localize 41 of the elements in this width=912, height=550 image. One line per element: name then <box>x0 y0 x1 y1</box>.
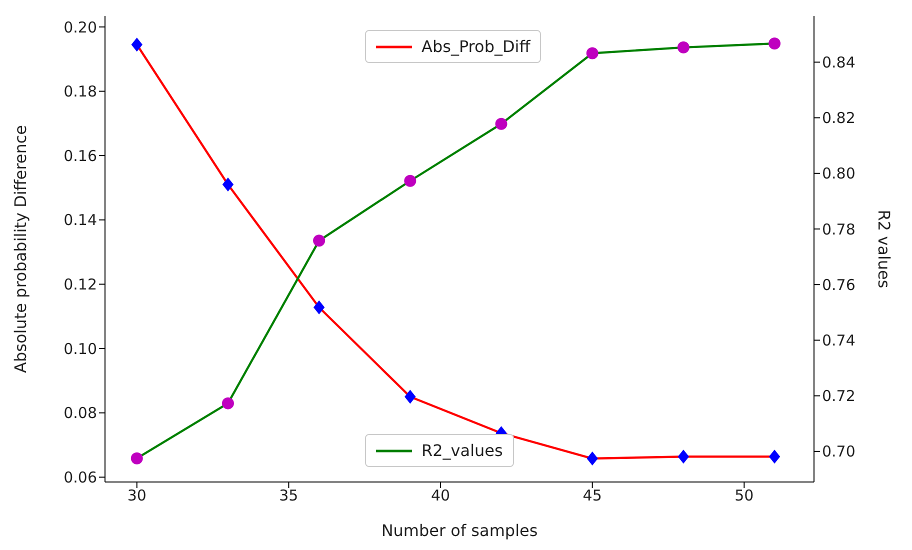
point <box>495 118 508 130</box>
y2-tick-label: 0.82 <box>822 109 856 128</box>
y2-tick-label: 0.72 <box>822 387 856 406</box>
point <box>404 174 416 187</box>
point <box>586 452 598 466</box>
y-tick-label: 0.18 <box>64 82 97 101</box>
y-tick-label: 0.06 <box>64 468 97 486</box>
point <box>222 397 234 410</box>
x-tick-label: 50 <box>734 486 754 505</box>
y2-tick-label: 0.74 <box>822 332 856 350</box>
point <box>130 452 143 464</box>
point <box>768 38 781 50</box>
point <box>313 300 325 314</box>
x-tick-label: 30 <box>127 486 146 505</box>
point <box>131 38 142 52</box>
y2-tick-label: 0.84 <box>822 53 856 72</box>
x-axis-title: Number of samples <box>381 521 538 540</box>
point <box>404 390 416 404</box>
y2-tick-label: 0.78 <box>822 220 856 238</box>
point <box>678 450 690 464</box>
point <box>586 47 598 60</box>
point <box>677 41 690 54</box>
y-tick-label: 0.20 <box>64 18 97 36</box>
y-tick-label: 0.16 <box>64 146 97 165</box>
y-axis-title: Absolute probability Difference <box>11 125 30 373</box>
point <box>768 450 780 464</box>
x-tick-label: 40 <box>430 486 450 505</box>
y2-tick-label: 0.76 <box>822 276 856 294</box>
legend-label: Abs_Prob_Diff <box>422 37 530 56</box>
x-tick-label: 35 <box>279 486 298 505</box>
point <box>222 178 234 192</box>
y2-axis-title: R2 values <box>874 210 894 288</box>
y-tick-label: 0.12 <box>64 276 97 294</box>
y2-tick-label: 0.80 <box>822 164 856 183</box>
x-tick-label: 45 <box>582 486 602 505</box>
y-tick-label: 0.14 <box>64 211 97 230</box>
point <box>313 234 326 247</box>
y2-tick-label: 0.70 <box>822 442 856 461</box>
legend-label: R2_values <box>422 441 503 460</box>
y-tick-label: 0.10 <box>64 340 97 358</box>
y-tick-label: 0.08 <box>64 404 97 422</box>
